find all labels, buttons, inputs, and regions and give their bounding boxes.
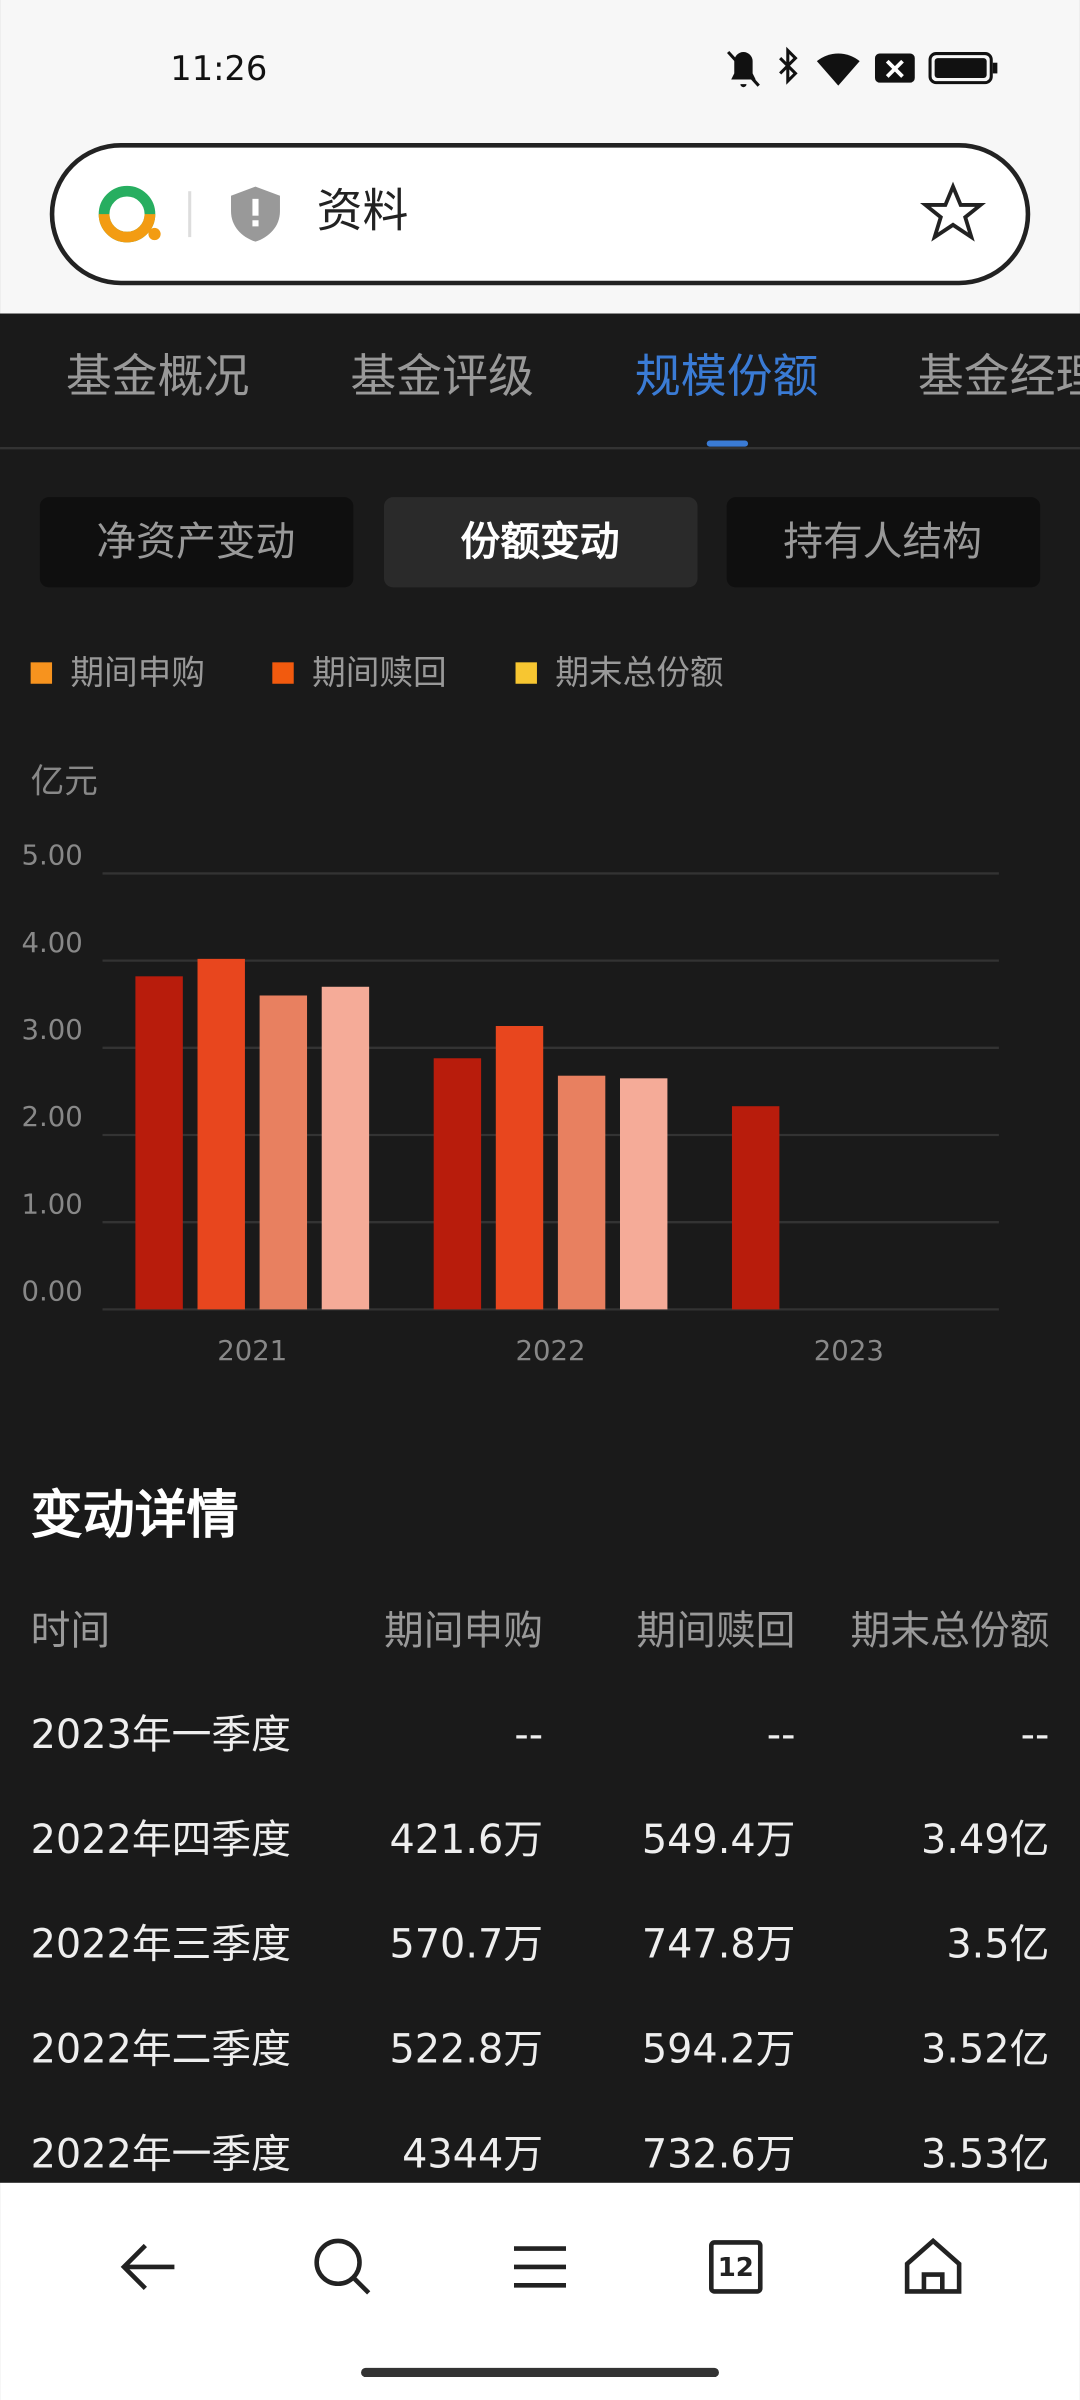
table-cell: 421.6万 [389,1817,543,1863]
y-tick-label: 2.00 [21,1101,82,1133]
back-button[interactable] [120,2243,175,2290]
sub-tab-label[interactable]: 份额变动 [460,519,619,565]
legend-label: 期末总份额 [555,653,723,692]
table-cell: 570.7万 [389,1922,543,1968]
bar [495,1026,544,1310]
table-cell: 522.8万 [389,2027,543,2073]
tab[interactable]: 基金经理 [918,349,1080,403]
table-cell: 2022年三季度 [31,1922,291,1968]
y-tick-label: 0.00 [21,1276,82,1308]
table-cell: -- [1021,1712,1050,1758]
table-cell: 2022年一季度 [31,2131,291,2177]
bar [731,1106,780,1310]
y-tick-label: 1.00 [21,1188,82,1220]
legend-swatch [272,662,294,684]
table-cell: 3.49亿 [921,1817,1049,1863]
search-button[interactable] [314,2238,362,2287]
url-bar[interactable] [49,143,1031,286]
tabs-count: 12 [718,2253,754,2283]
tab[interactable]: 基金概况 [66,349,250,403]
tab-indicator [706,440,749,447]
x-tick-label: 2023 [814,1335,884,1367]
tab[interactable]: 规模份额 [635,349,819,403]
table-cell: 594.2万 [642,2027,796,2073]
table-cell: 2023年一季度 [31,1712,291,1758]
legend-label: 期间申购 [70,653,205,692]
bar [620,1078,668,1310]
table-cell: 747.8万 [642,1922,796,1968]
sub-tab-label[interactable]: 净资产变动 [96,519,295,565]
bar [433,1058,482,1310]
home-button[interactable] [904,2237,962,2294]
bar [321,986,370,1310]
legend-label: 期间赎回 [312,653,447,692]
sub-tab[interactable] [383,497,698,588]
x-tick-label: 2022 [516,1335,586,1367]
sub-tab-label[interactable]: 持有人结构 [783,519,982,565]
menu-button[interactable] [513,2246,567,2288]
table-cell: 549.4万 [642,1817,796,1863]
bar [259,995,308,1310]
status-icons [727,46,998,88]
table-cell: -- [514,1712,543,1758]
table-cell: 3.5亿 [946,1922,1049,1968]
table-cell: 2022年四季度 [31,1817,291,1863]
sub-tab[interactable] [39,497,354,588]
table-cell: 732.6万 [642,2131,796,2177]
nav-icons [120,2237,962,2295]
table-cell: -- [767,1712,796,1758]
table-header: 期间申购 [384,1608,543,1654]
y-axis-label: 亿元 [31,762,98,801]
tabs-button[interactable] [709,2240,763,2294]
bar [197,958,245,1310]
table-cell: 4344万 [402,2131,543,2177]
table-cell: 3.52亿 [921,2027,1049,2073]
tab[interactable]: 基金评级 [350,349,534,403]
legend-swatch [515,662,537,684]
legend-swatch [30,662,53,684]
section-title: 变动详情 [31,1486,239,1546]
table-header: 期末总份额 [851,1608,1050,1654]
bar [135,976,183,1310]
home-indicator [361,2367,719,2378]
bar [557,1075,606,1310]
status-time: 11:26 [170,49,267,88]
table-cell: 2022年二季度 [31,2027,291,2073]
table-header: 时间 [31,1608,111,1654]
bookmark-star[interactable] [920,181,986,242]
y-tick-label: 4.00 [21,927,82,959]
url-text[interactable]: 资料 [317,184,409,238]
x-tick-label: 2021 [217,1335,287,1367]
table-header: 期间赎回 [636,1608,795,1654]
sub-tab[interactable] [726,497,1041,588]
y-tick-label: 3.00 [21,1014,82,1046]
y-tick-label: 5.00 [21,840,82,872]
bottom-nav [0,2182,1080,2400]
table-cell: 3.53亿 [921,2131,1049,2177]
